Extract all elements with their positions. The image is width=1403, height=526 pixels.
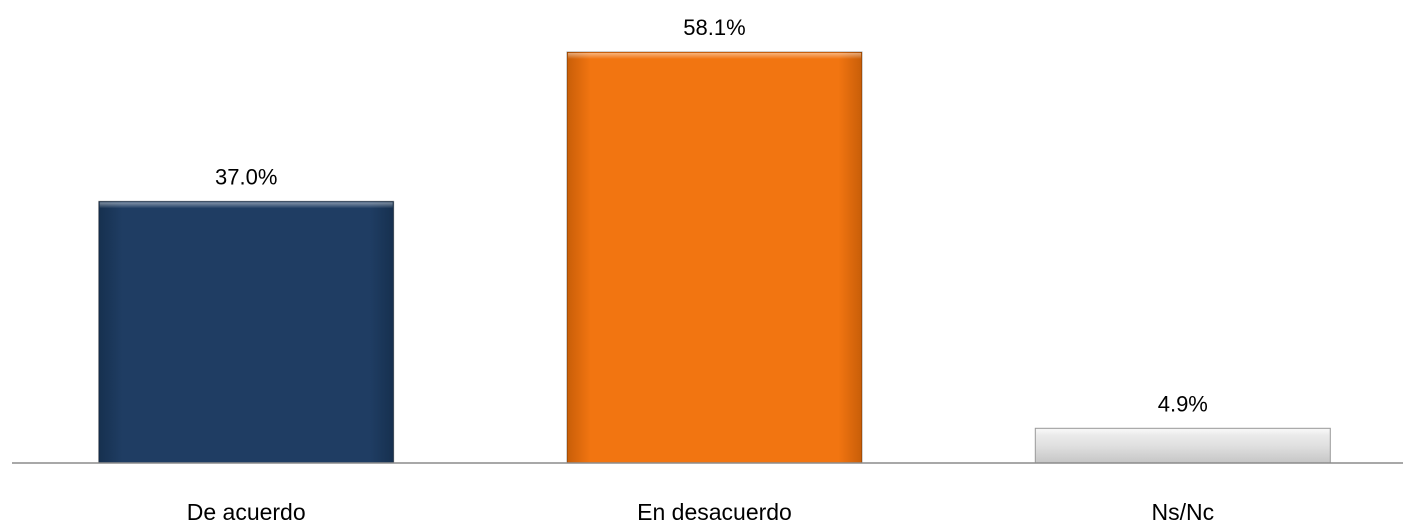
bar-de-acuerdo	[98, 200, 395, 464]
category-label-de-acuerdo: De acuerdo	[187, 499, 306, 525]
bar-bevel-de-acuerdo	[99, 202, 393, 209]
bars-group	[98, 51, 1331, 464]
data-labels-group: 37.0% 58.1% 4.9%	[215, 15, 1208, 416]
data-label-ns-nc: 4.9%	[1158, 391, 1208, 416]
category-label-en-desacuerdo: En desacuerdo	[637, 499, 792, 525]
bar-en-desacuerdo	[566, 51, 863, 464]
data-label-de-acuerdo: 37.0%	[215, 164, 277, 189]
bar-bevel-en-desacuerdo	[568, 53, 861, 59]
bar-bevel-ns-nc	[1036, 429, 1330, 436]
category-labels-group: De acuerdo En desacuerdo Ns/Nc	[187, 499, 1214, 525]
category-label-ns-nc: Ns/Nc	[1151, 499, 1214, 525]
data-label-en-desacuerdo: 58.1%	[683, 15, 745, 40]
